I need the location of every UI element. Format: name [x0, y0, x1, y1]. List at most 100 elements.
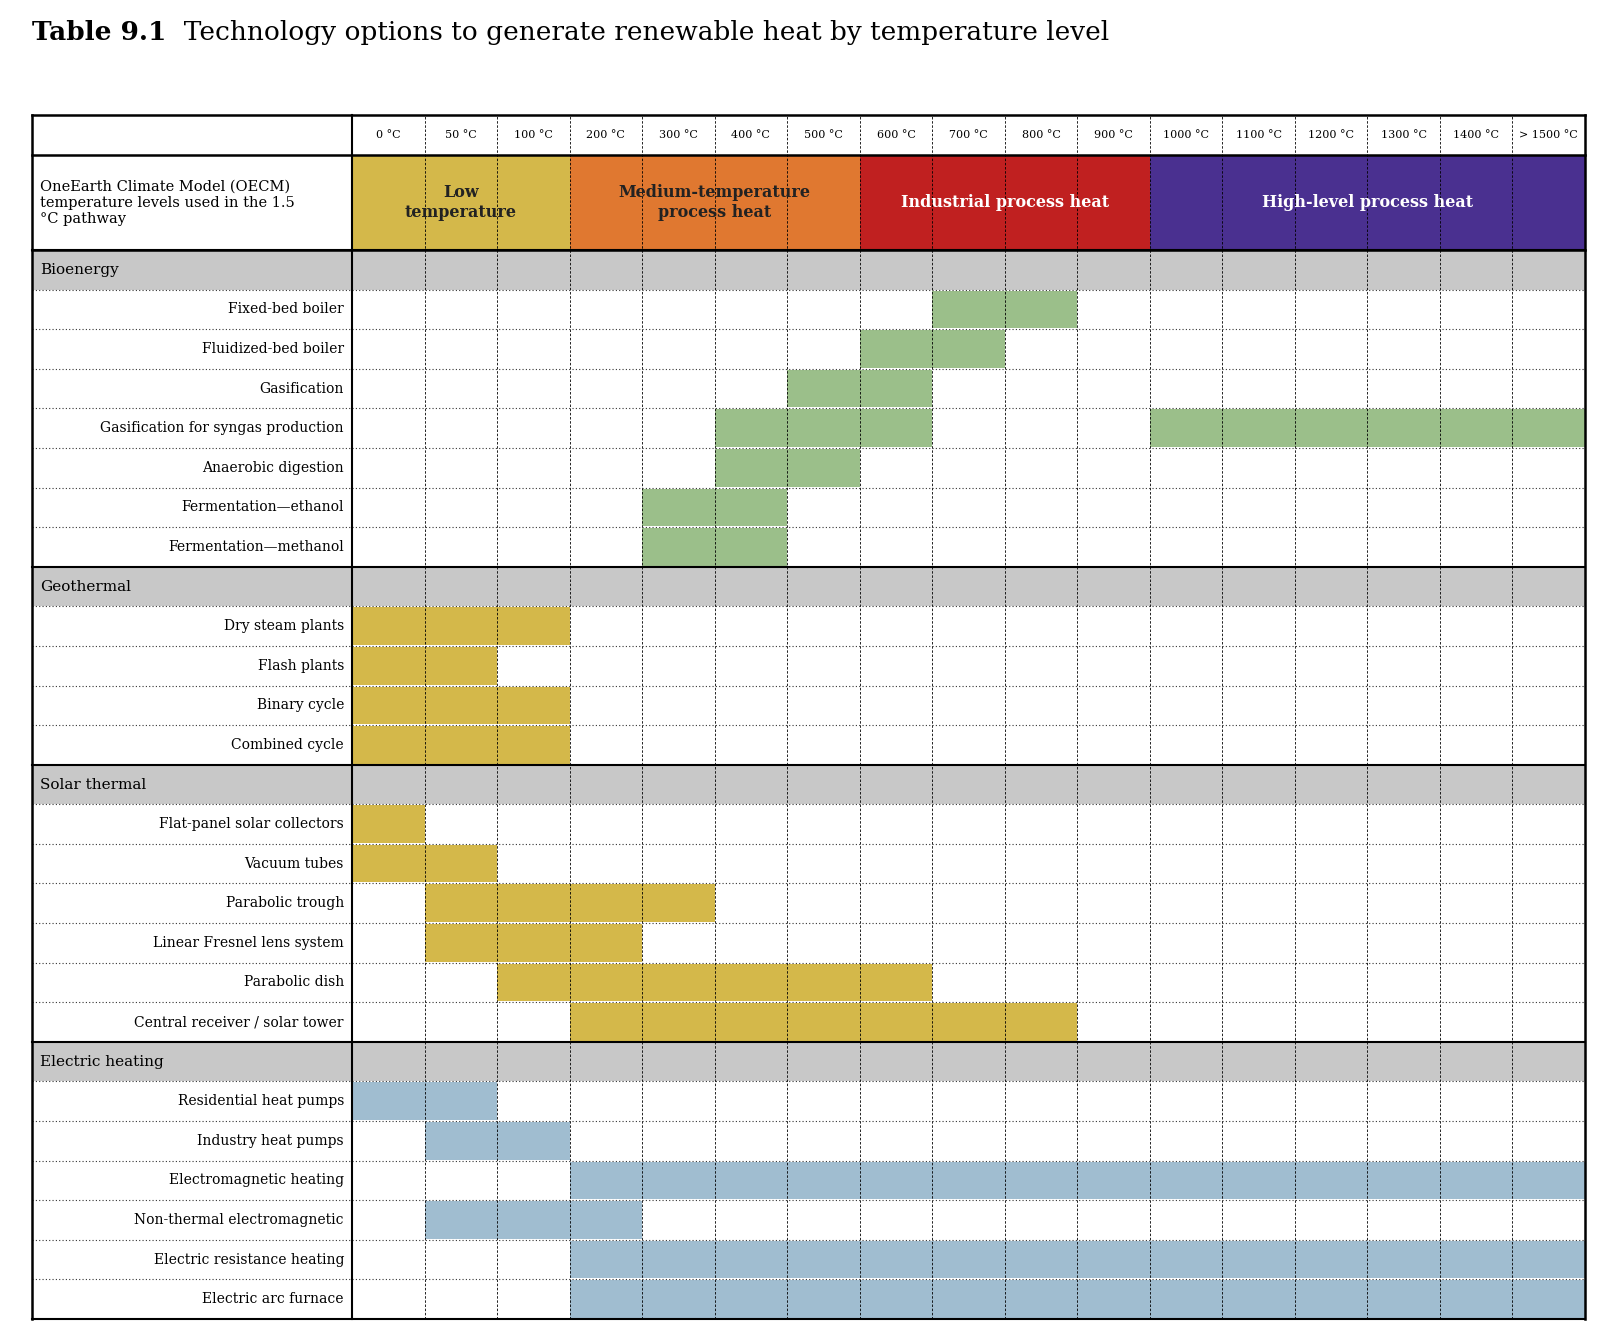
Bar — [352, 607, 570, 646]
Bar — [352, 646, 1586, 685]
Text: 1200 °C: 1200 °C — [1309, 130, 1354, 140]
Bar — [32, 765, 352, 804]
Text: Low
temperature: Low temperature — [405, 184, 517, 221]
Bar — [32, 1239, 352, 1279]
Bar — [32, 685, 352, 725]
Bar — [32, 567, 352, 607]
Bar — [352, 1082, 1586, 1121]
Text: Central receiver / solar tower: Central receiver / solar tower — [134, 1016, 344, 1029]
Text: Medium-temperature
process heat: Medium-temperature process heat — [619, 184, 811, 221]
Bar — [352, 687, 570, 724]
Bar — [352, 1239, 1586, 1279]
Bar — [32, 646, 352, 685]
Bar — [352, 647, 498, 684]
Bar — [32, 1121, 352, 1161]
Text: Industrial process heat: Industrial process heat — [901, 194, 1109, 212]
Text: Gasification: Gasification — [259, 382, 344, 395]
Text: Gasification for syngas production: Gasification for syngas production — [101, 421, 344, 435]
Bar — [352, 685, 1586, 725]
Text: Combined cycle: Combined cycle — [232, 737, 344, 752]
Text: 100 °C: 100 °C — [514, 130, 552, 140]
Bar — [352, 527, 1586, 567]
Bar — [352, 409, 1586, 449]
Text: Electric arc furnace: Electric arc furnace — [203, 1292, 344, 1306]
Text: Solar thermal: Solar thermal — [40, 777, 146, 792]
Bar — [859, 330, 1005, 367]
Bar — [352, 607, 1586, 646]
Text: Parabolic dish: Parabolic dish — [243, 976, 344, 989]
Bar — [352, 250, 1586, 290]
Bar — [352, 1002, 1586, 1042]
Bar — [32, 449, 352, 487]
Bar — [352, 449, 1586, 487]
Bar — [1150, 154, 1586, 250]
Bar — [32, 924, 352, 962]
Bar — [352, 1042, 1586, 1082]
Text: 600 °C: 600 °C — [877, 130, 915, 140]
Bar — [352, 1121, 1586, 1161]
Bar — [424, 924, 642, 962]
Bar — [32, 1201, 352, 1239]
Bar — [352, 487, 1586, 527]
Text: Anaerobic digestion: Anaerobic digestion — [202, 461, 344, 475]
Bar — [352, 844, 1586, 884]
Bar — [32, 804, 352, 844]
Text: High-level process heat: High-level process heat — [1262, 194, 1474, 212]
Text: 1000 °C: 1000 °C — [1163, 130, 1210, 140]
Bar — [570, 1240, 1586, 1278]
Bar — [32, 607, 352, 646]
Bar — [32, 1161, 352, 1201]
Bar — [32, 884, 352, 924]
Text: 300 °C: 300 °C — [659, 130, 698, 140]
Text: Parabolic trough: Parabolic trough — [226, 896, 344, 910]
Bar — [32, 1279, 352, 1319]
Bar — [32, 1002, 352, 1042]
Bar — [352, 804, 1586, 844]
Bar — [352, 329, 1586, 369]
Bar — [32, 1082, 352, 1121]
Text: 200 °C: 200 °C — [587, 130, 626, 140]
Text: 1300 °C: 1300 °C — [1381, 130, 1427, 140]
Bar — [352, 805, 424, 843]
Bar — [352, 369, 1586, 409]
Text: Table 9.1: Table 9.1 — [32, 20, 166, 45]
Bar — [352, 765, 1586, 804]
Text: 500 °C: 500 °C — [805, 130, 843, 140]
Bar — [715, 410, 933, 447]
Text: Fluidized-bed boiler: Fluidized-bed boiler — [202, 342, 344, 355]
Text: Linear Fresnel lens system: Linear Fresnel lens system — [154, 936, 344, 950]
Text: Electric heating: Electric heating — [40, 1054, 163, 1069]
Text: 0 °C: 0 °C — [376, 130, 400, 140]
Bar — [787, 370, 933, 407]
Bar — [859, 154, 1150, 250]
Text: Flat-panel solar collectors: Flat-panel solar collectors — [160, 817, 344, 831]
Bar — [498, 964, 933, 1001]
Text: 900 °C: 900 °C — [1094, 130, 1133, 140]
Bar — [352, 727, 570, 764]
Text: Fermentation—methanol: Fermentation—methanol — [168, 540, 344, 554]
Bar — [32, 962, 352, 1002]
Bar — [32, 114, 1586, 154]
Text: 50 °C: 50 °C — [445, 130, 477, 140]
Bar — [32, 369, 352, 409]
Text: OneEarth Climate Model (OECM)
temperature levels used in the 1.5
°C pathway: OneEarth Climate Model (OECM) temperatur… — [40, 180, 294, 226]
Bar — [352, 725, 1586, 765]
Bar — [32, 527, 352, 567]
Text: Bioenergy: Bioenergy — [40, 262, 118, 277]
Bar — [32, 329, 352, 369]
Bar — [352, 924, 1586, 962]
Text: Industry heat pumps: Industry heat pumps — [197, 1134, 344, 1147]
Bar — [32, 409, 352, 449]
Text: Technology options to generate renewable heat by temperature level: Technology options to generate renewable… — [166, 20, 1109, 45]
Bar — [32, 487, 352, 527]
Bar — [352, 290, 1586, 329]
Text: 700 °C: 700 °C — [949, 130, 987, 140]
Bar — [1150, 410, 1586, 447]
Bar — [933, 290, 1077, 329]
Bar — [352, 884, 1586, 924]
Bar — [570, 1004, 1077, 1041]
Bar — [32, 1042, 352, 1082]
Bar — [32, 844, 352, 884]
Text: Residential heat pumps: Residential heat pumps — [178, 1094, 344, 1109]
Text: Geothermal: Geothermal — [40, 579, 131, 594]
